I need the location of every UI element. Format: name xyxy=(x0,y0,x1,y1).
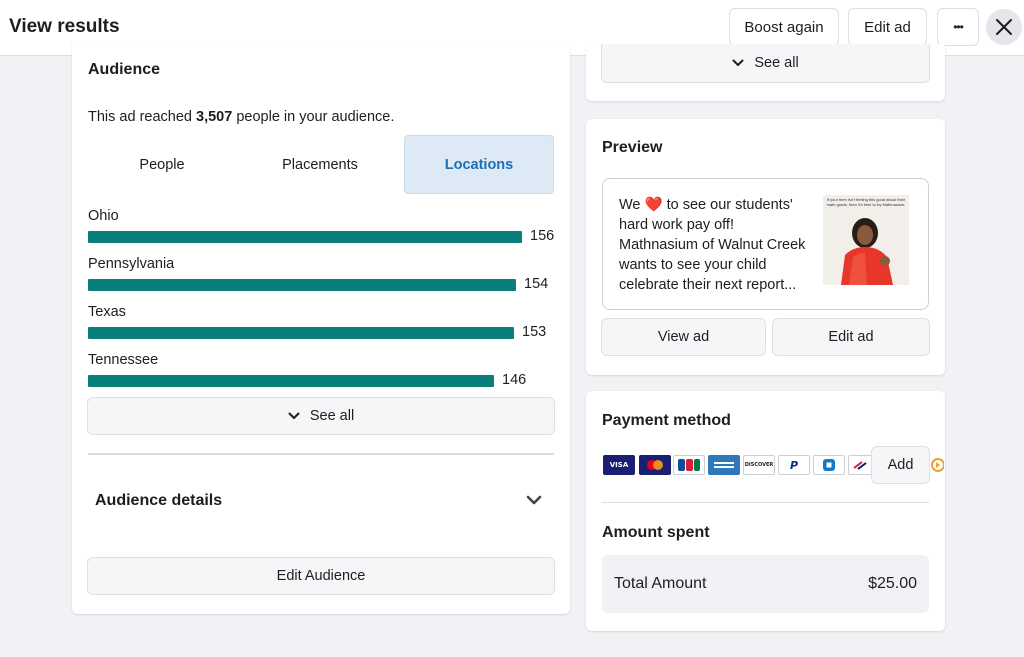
location-bar xyxy=(88,279,516,291)
audience-details-toggle[interactable] xyxy=(526,493,546,509)
student-photo xyxy=(841,218,893,285)
amount-spent-title: Amount spent xyxy=(602,524,710,541)
mastercard-icon xyxy=(639,455,671,475)
heart-icon: ❤️ xyxy=(644,197,663,213)
close-button[interactable] xyxy=(986,9,1022,45)
tab-locations[interactable]: Locations xyxy=(404,135,554,194)
ad-preview-text: We ❤️ to see our students' hard work pay… xyxy=(619,197,806,293)
discover-icon: DISCOVER xyxy=(743,455,775,475)
location-value: 153 xyxy=(522,324,547,340)
location-label: Pennsylvania xyxy=(88,256,175,272)
ad-preview[interactable]: We ❤️ to see our students' hard work pay… xyxy=(602,178,929,310)
view-ad-button[interactable]: View ad xyxy=(601,318,766,356)
reach-summary: This ad reached 3,507 people in your aud… xyxy=(88,109,395,125)
chevron-down-icon xyxy=(526,495,542,505)
location-value: 154 xyxy=(524,276,549,292)
bank-of-america-icon xyxy=(848,455,872,475)
edit-ad-button[interactable]: Edit ad xyxy=(848,8,927,46)
chevron-down-icon xyxy=(732,59,744,66)
next-payment-icon xyxy=(930,457,944,473)
more-options-button[interactable]: ••• xyxy=(937,8,979,46)
divider xyxy=(88,453,554,455)
preview-title: Preview xyxy=(602,139,663,156)
location-value: 146 xyxy=(502,372,527,388)
chase-icon xyxy=(813,455,845,475)
jcb-icon xyxy=(673,455,705,475)
location-label: Ohio xyxy=(88,208,119,224)
payment-method-title: Payment method xyxy=(602,412,731,429)
divider xyxy=(602,502,929,503)
location-bar xyxy=(88,231,522,243)
tab-people[interactable]: People xyxy=(139,156,185,173)
page-title: View results xyxy=(9,16,120,37)
location-value: 156 xyxy=(530,228,555,244)
see-all-locations-button[interactable]: See all xyxy=(87,397,555,435)
total-amount-label: Total Amount xyxy=(614,575,707,592)
tab-placements[interactable]: Placements xyxy=(282,156,358,173)
total-amount-value: $25.00 xyxy=(868,575,917,592)
total-amount-box: Total Amount $25.00 xyxy=(602,555,929,613)
preview-edit-ad-button[interactable]: Edit ad xyxy=(772,318,930,356)
edit-audience-button[interactable]: Edit Audience xyxy=(87,557,555,595)
location-label: Texas xyxy=(88,304,126,320)
ad-preview-image: If your teen isn't feeling this good abo… xyxy=(823,195,909,285)
add-payment-button[interactable]: Add xyxy=(871,446,930,484)
visa-icon: VISA xyxy=(603,455,635,475)
amex-icon xyxy=(708,455,740,475)
boost-again-button[interactable]: Boost again xyxy=(729,8,839,46)
audience-details-title: Audience details xyxy=(95,492,223,509)
reach-count: 3,507 xyxy=(196,109,233,125)
location-bar xyxy=(88,375,494,387)
paypal-icon: P xyxy=(778,455,810,475)
location-bar xyxy=(88,327,514,339)
close-icon xyxy=(996,19,1012,35)
see-all-results-button[interactable]: See all xyxy=(601,44,930,83)
audience-title: Audience xyxy=(88,61,161,78)
location-label: Tennessee xyxy=(88,352,159,368)
chevron-down-icon xyxy=(288,412,300,419)
